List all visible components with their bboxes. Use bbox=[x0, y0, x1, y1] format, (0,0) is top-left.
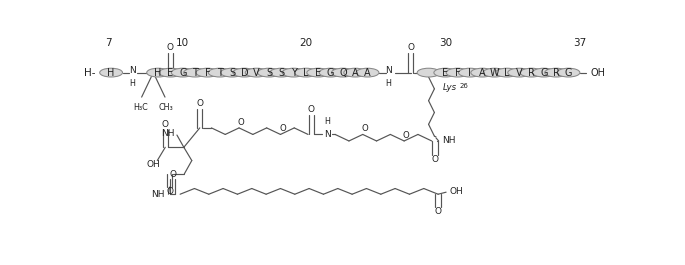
Text: R: R bbox=[528, 68, 535, 78]
Text: H: H bbox=[386, 79, 391, 88]
Circle shape bbox=[557, 68, 580, 77]
Circle shape bbox=[196, 68, 219, 77]
Text: V: V bbox=[253, 68, 260, 78]
Text: O: O bbox=[403, 131, 410, 140]
Text: A: A bbox=[479, 68, 486, 78]
Text: O: O bbox=[167, 43, 174, 52]
Circle shape bbox=[282, 68, 305, 77]
Circle shape bbox=[208, 68, 231, 77]
Circle shape bbox=[417, 68, 440, 77]
Text: N: N bbox=[385, 66, 392, 75]
Circle shape bbox=[508, 68, 531, 77]
Text: N: N bbox=[129, 66, 136, 75]
Circle shape bbox=[171, 68, 194, 77]
Circle shape bbox=[483, 68, 506, 77]
Text: R: R bbox=[553, 68, 560, 78]
Circle shape bbox=[434, 68, 457, 77]
Text: E: E bbox=[167, 68, 173, 78]
Circle shape bbox=[295, 68, 317, 77]
Circle shape bbox=[532, 68, 556, 77]
Circle shape bbox=[356, 68, 379, 77]
Text: O: O bbox=[408, 43, 414, 52]
Circle shape bbox=[221, 68, 243, 77]
Text: H: H bbox=[129, 79, 135, 88]
Text: NH: NH bbox=[151, 190, 164, 199]
Text: H₃C: H₃C bbox=[133, 103, 148, 112]
Circle shape bbox=[332, 68, 354, 77]
Circle shape bbox=[307, 68, 329, 77]
Text: O: O bbox=[279, 124, 286, 133]
Text: H-: H- bbox=[84, 68, 96, 78]
Text: V: V bbox=[516, 68, 523, 78]
Circle shape bbox=[319, 68, 342, 77]
Text: W: W bbox=[490, 68, 499, 78]
Circle shape bbox=[495, 68, 519, 77]
Text: 30: 30 bbox=[439, 38, 452, 48]
Text: S: S bbox=[266, 68, 272, 78]
Text: NH: NH bbox=[443, 136, 456, 145]
Text: CH₃: CH₃ bbox=[159, 103, 173, 112]
Text: OH: OH bbox=[590, 68, 606, 78]
Text: T: T bbox=[216, 68, 223, 78]
Text: 37: 37 bbox=[573, 38, 586, 48]
Circle shape bbox=[446, 68, 469, 77]
Circle shape bbox=[270, 68, 292, 77]
Text: O: O bbox=[238, 118, 245, 127]
Text: A: A bbox=[364, 68, 371, 78]
Text: N: N bbox=[324, 130, 331, 139]
Text: G: G bbox=[327, 68, 334, 78]
Text: H: H bbox=[324, 117, 330, 126]
Text: A: A bbox=[352, 68, 358, 78]
Text: D: D bbox=[240, 68, 248, 78]
Text: S: S bbox=[278, 68, 284, 78]
Text: S: S bbox=[229, 68, 235, 78]
Text: 7: 7 bbox=[105, 38, 112, 48]
Text: Lys: Lys bbox=[443, 83, 456, 92]
Text: L: L bbox=[303, 68, 309, 78]
Circle shape bbox=[159, 68, 182, 77]
Text: I: I bbox=[469, 68, 471, 78]
Circle shape bbox=[147, 68, 170, 77]
Text: F: F bbox=[205, 68, 210, 78]
Text: O: O bbox=[362, 124, 369, 133]
Text: 10: 10 bbox=[176, 38, 189, 48]
Text: H: H bbox=[154, 68, 162, 78]
Circle shape bbox=[258, 68, 280, 77]
Text: O: O bbox=[166, 187, 173, 196]
Circle shape bbox=[245, 68, 268, 77]
Text: O: O bbox=[169, 170, 176, 179]
Circle shape bbox=[233, 68, 256, 77]
Text: G: G bbox=[564, 68, 572, 78]
Text: O: O bbox=[162, 120, 169, 129]
Text: 20: 20 bbox=[299, 38, 312, 48]
Circle shape bbox=[344, 68, 366, 77]
Text: H: H bbox=[108, 68, 115, 78]
Text: 26: 26 bbox=[460, 83, 469, 90]
Circle shape bbox=[520, 68, 543, 77]
Circle shape bbox=[100, 68, 123, 77]
Circle shape bbox=[545, 68, 568, 77]
Text: O: O bbox=[308, 105, 314, 114]
Text: O: O bbox=[432, 155, 438, 164]
Text: L: L bbox=[504, 68, 510, 78]
Text: F: F bbox=[455, 68, 460, 78]
Text: G: G bbox=[540, 68, 547, 78]
Text: O: O bbox=[197, 99, 203, 108]
Text: E: E bbox=[443, 68, 449, 78]
Text: Q: Q bbox=[339, 68, 347, 78]
Text: O: O bbox=[434, 207, 442, 216]
Text: Y: Y bbox=[290, 68, 297, 78]
Text: T: T bbox=[192, 68, 198, 78]
Text: NH: NH bbox=[161, 129, 174, 138]
Text: E: E bbox=[315, 68, 321, 78]
Circle shape bbox=[184, 68, 206, 77]
Text: G: G bbox=[179, 68, 186, 78]
Circle shape bbox=[458, 68, 482, 77]
Circle shape bbox=[471, 68, 494, 77]
Text: OH: OH bbox=[147, 160, 160, 169]
Text: OH: OH bbox=[450, 187, 464, 196]
